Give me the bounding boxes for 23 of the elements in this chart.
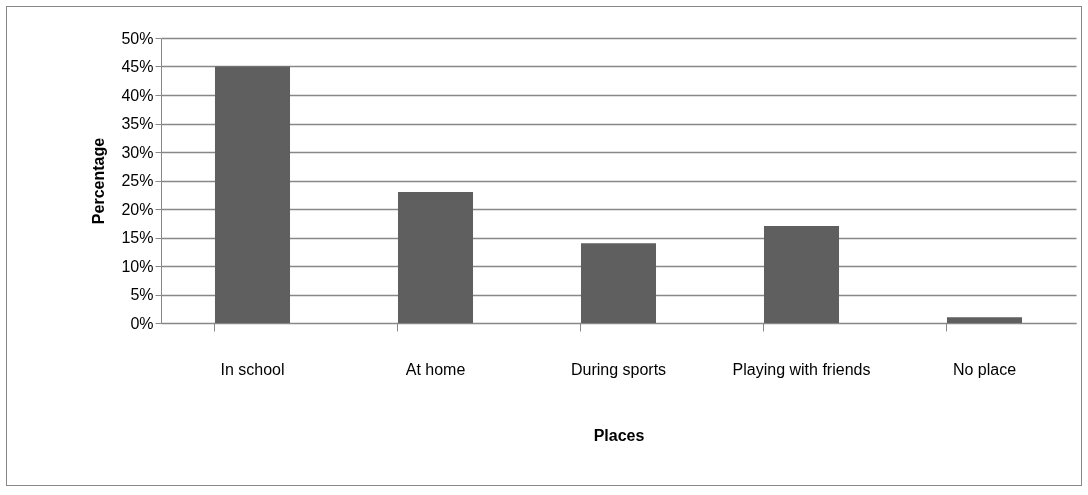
y-tick-label: 50% xyxy=(121,29,154,47)
x-tick-label: During sports xyxy=(570,360,667,378)
y-axis-title: Percentage xyxy=(90,137,108,225)
y-tick-label: 25% xyxy=(121,172,154,189)
bar xyxy=(214,66,291,323)
bar xyxy=(580,243,657,323)
y-tick-label: 45% xyxy=(121,58,154,75)
x-tick-label: No place xyxy=(952,360,1017,378)
y-tick-label: 10% xyxy=(121,257,154,275)
y-tick-label: 15% xyxy=(121,229,154,246)
y-tick-label: 30% xyxy=(121,143,154,161)
y-tick-label: 0% xyxy=(130,314,154,332)
x-tick-label: Playing with friends xyxy=(732,360,871,378)
bar xyxy=(946,317,1023,323)
x-tick-label: In school xyxy=(220,360,285,378)
x-axis-title: Places xyxy=(593,426,645,444)
bar xyxy=(763,226,840,323)
x-tick-label: At home xyxy=(405,360,466,378)
y-tick-label: 35% xyxy=(121,115,154,132)
y-tick-label: 40% xyxy=(121,86,154,104)
bar xyxy=(397,191,474,323)
y-tick-label: 5% xyxy=(130,286,154,303)
y-tick-label: 20% xyxy=(121,200,154,218)
